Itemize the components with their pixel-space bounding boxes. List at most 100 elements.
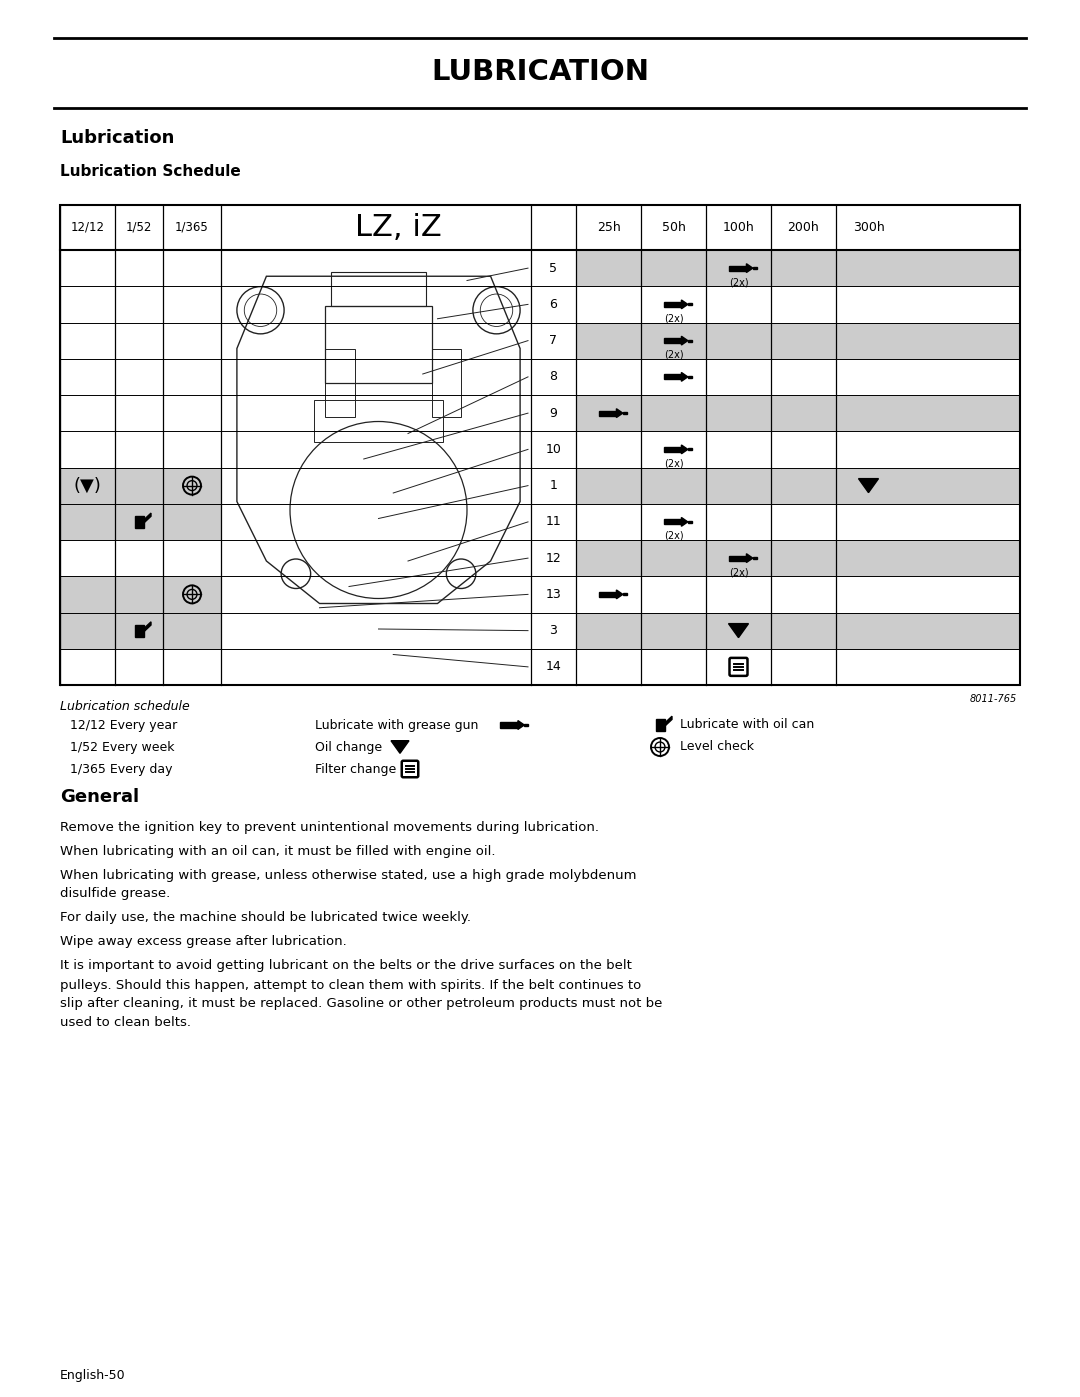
Bar xyxy=(664,302,681,307)
Bar xyxy=(576,395,1020,432)
Bar xyxy=(576,468,1020,504)
Text: 6: 6 xyxy=(550,298,557,312)
Bar xyxy=(753,267,757,270)
Text: General: General xyxy=(60,788,139,806)
Text: Lubrication Schedule: Lubrication Schedule xyxy=(60,165,241,179)
Text: 7: 7 xyxy=(550,334,557,346)
Text: Oil change: Oil change xyxy=(315,740,382,753)
Bar xyxy=(325,306,432,383)
Text: 9: 9 xyxy=(550,407,557,419)
Text: Filter change: Filter change xyxy=(315,763,396,775)
Text: (2x): (2x) xyxy=(664,458,684,468)
Bar xyxy=(432,348,461,416)
Polygon shape xyxy=(859,479,878,493)
Text: (2x): (2x) xyxy=(664,531,684,541)
Bar xyxy=(598,592,617,597)
Text: slip after cleaning, it must be replaced. Gasoline or other petroleum products m: slip after cleaning, it must be replaced… xyxy=(60,997,662,1010)
Bar xyxy=(729,556,746,560)
Polygon shape xyxy=(681,337,688,345)
Bar xyxy=(664,374,681,380)
Polygon shape xyxy=(518,721,524,729)
Bar xyxy=(688,521,692,522)
Text: LUBRICATION: LUBRICATION xyxy=(431,59,649,87)
Text: 200h: 200h xyxy=(787,221,820,235)
Text: 12/12 Every year: 12/12 Every year xyxy=(70,718,177,732)
Text: used to clean belts.: used to clean belts. xyxy=(60,1017,191,1030)
Text: 12/12: 12/12 xyxy=(70,221,105,235)
Bar xyxy=(332,272,426,306)
Text: Lubrication schedule: Lubrication schedule xyxy=(60,700,190,714)
Text: pulleys. Should this happen, attempt to clean them with spirits. If the belt con: pulleys. Should this happen, attempt to … xyxy=(60,978,642,992)
Bar xyxy=(598,411,617,416)
Text: 100h: 100h xyxy=(723,221,754,235)
Text: Wipe away excess grease after lubrication.: Wipe away excess grease after lubricatio… xyxy=(60,936,347,949)
Text: 11: 11 xyxy=(545,515,562,528)
Text: 1/52 Every week: 1/52 Every week xyxy=(70,740,175,753)
Text: 10: 10 xyxy=(545,443,562,455)
Polygon shape xyxy=(746,264,753,272)
Text: (2x): (2x) xyxy=(729,277,748,288)
Bar xyxy=(524,724,528,726)
Text: LZ, iZ: LZ, iZ xyxy=(355,212,442,242)
Text: When lubricating with an oil can, it must be filled with engine oil.: When lubricating with an oil can, it mus… xyxy=(60,845,496,858)
Text: 13: 13 xyxy=(545,588,562,601)
Text: 3: 3 xyxy=(550,624,557,637)
Text: 1: 1 xyxy=(550,479,557,492)
Polygon shape xyxy=(746,553,753,563)
Polygon shape xyxy=(729,623,748,637)
Bar xyxy=(576,612,1020,648)
Text: disulfide grease.: disulfide grease. xyxy=(60,887,171,901)
Bar xyxy=(623,412,626,414)
Bar xyxy=(688,448,692,450)
Polygon shape xyxy=(145,513,151,522)
Bar xyxy=(60,576,221,612)
Text: 1/52: 1/52 xyxy=(125,221,152,235)
Bar xyxy=(135,515,145,528)
Text: 50h: 50h xyxy=(662,221,686,235)
Polygon shape xyxy=(681,300,688,309)
Bar xyxy=(500,722,518,728)
Text: 1/365 Every day: 1/365 Every day xyxy=(70,763,173,775)
Polygon shape xyxy=(617,590,623,599)
Bar xyxy=(688,303,692,306)
Text: For daily use, the machine should be lubricated twice weekly.: For daily use, the machine should be lub… xyxy=(60,911,471,925)
Bar xyxy=(623,594,626,595)
Bar xyxy=(753,557,757,559)
Bar xyxy=(664,338,681,344)
Text: Level check: Level check xyxy=(680,740,754,753)
Bar xyxy=(688,339,692,342)
Bar xyxy=(60,205,1020,685)
Bar xyxy=(313,400,444,441)
Text: It is important to avoid getting lubricant on the belts or the drive surfaces on: It is important to avoid getting lubrica… xyxy=(60,960,632,972)
Text: 1/365: 1/365 xyxy=(175,221,208,235)
Bar xyxy=(664,520,681,524)
Polygon shape xyxy=(681,373,688,381)
Text: 8011-765: 8011-765 xyxy=(970,694,1017,704)
Polygon shape xyxy=(681,517,688,527)
Text: Lubricate with oil can: Lubricate with oil can xyxy=(680,718,814,732)
Text: 14: 14 xyxy=(545,661,562,673)
Text: 300h: 300h xyxy=(852,221,885,235)
Bar xyxy=(325,348,355,416)
Text: (▼): (▼) xyxy=(73,476,102,495)
Bar xyxy=(576,541,1020,576)
Bar xyxy=(729,265,746,271)
Text: Remove the ignition key to prevent unintentional movements during lubrication.: Remove the ignition key to prevent unint… xyxy=(60,820,599,834)
Polygon shape xyxy=(681,446,688,454)
Bar xyxy=(135,624,145,637)
Text: When lubricating with grease, unless otherwise stated, use a high grade molybden: When lubricating with grease, unless oth… xyxy=(60,869,636,882)
Text: (2x): (2x) xyxy=(664,349,684,359)
Text: 12: 12 xyxy=(545,552,562,564)
Bar xyxy=(60,612,221,648)
Text: (2x): (2x) xyxy=(729,567,748,577)
Bar xyxy=(657,719,665,731)
Text: 5: 5 xyxy=(550,261,557,275)
Polygon shape xyxy=(665,717,672,726)
Text: 25h: 25h xyxy=(596,221,620,235)
Text: (2x): (2x) xyxy=(664,313,684,323)
Text: Lubrication: Lubrication xyxy=(60,129,174,147)
Polygon shape xyxy=(617,409,623,418)
Text: 8: 8 xyxy=(550,370,557,383)
Bar xyxy=(60,468,221,504)
Bar xyxy=(576,250,1020,286)
